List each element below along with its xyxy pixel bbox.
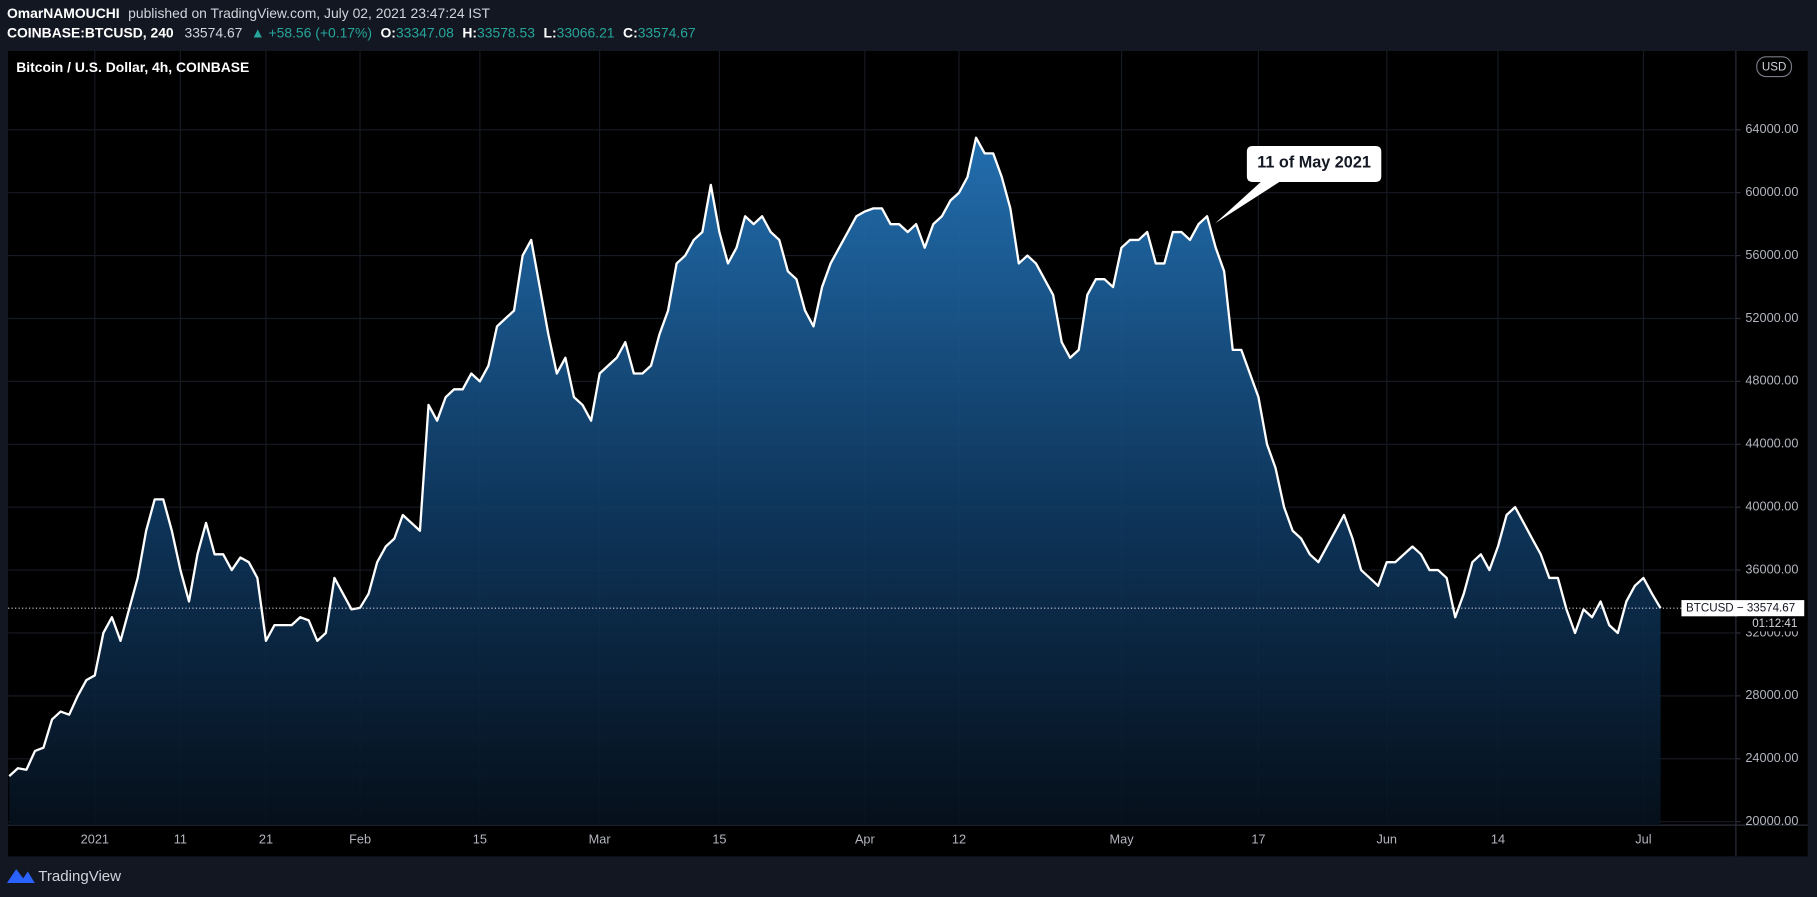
y-tick-label: 40000.00 <box>1745 499 1798 514</box>
x-tick-label: Apr <box>855 832 876 847</box>
y-tick-label: 44000.00 <box>1745 436 1798 451</box>
x-tick-label: 11 <box>174 832 187 847</box>
x-tick-label: 17 <box>1251 832 1265 847</box>
author: OmarNAMOUCHI <box>7 5 120 21</box>
currency: USD <box>1762 61 1786 73</box>
y-tick-label: 60000.00 <box>1745 184 1798 199</box>
y-tick-label: 64000.00 <box>1745 121 1798 136</box>
price-label: BTCUSD − 33574.67 <box>1686 602 1795 614</box>
x-tick-label: Jul <box>1635 832 1651 847</box>
countdown-box <box>1738 616 1805 632</box>
high: 33578.53 <box>477 24 535 40</box>
x-tick-label: 12 <box>952 832 966 847</box>
x-tick-label: May <box>1110 832 1135 847</box>
area <box>9 137 1661 826</box>
header-line-2: COINBASE:BTCUSD, 240 33574.67 ▲ +58.56 (… <box>7 24 696 40</box>
open-label: O: <box>381 24 396 40</box>
annotation: 11 of May 2021 <box>1257 154 1371 172</box>
low: 33066.21 <box>557 24 615 40</box>
line <box>8 136 1662 777</box>
close: 33574.67 <box>638 24 696 40</box>
open: 33347.08 <box>396 24 454 40</box>
header-line-1: OmarNAMOUCHI published on TradingView.co… <box>7 5 491 21</box>
x-tick-label: Mar <box>589 832 612 847</box>
y-tick-label: 52000.00 <box>1745 310 1798 325</box>
close-label: C: <box>623 24 638 40</box>
x-tick-label: 15 <box>473 832 487 847</box>
high-label: H: <box>462 24 477 40</box>
countdown: 01:12:41 <box>1752 618 1797 630</box>
y-tick-label: 36000.00 <box>1745 561 1798 576</box>
y-tick-label: 20000.00 <box>1745 813 1798 828</box>
footer <box>0 857 1817 897</box>
x-tick-label: 21 <box>259 832 273 847</box>
change: ▲ +58.56 (+0.17%) <box>251 24 372 40</box>
last-price: 33574.67 <box>184 24 242 40</box>
series <box>8 136 1662 826</box>
annotation-callout <box>1215 146 1382 224</box>
currency-badge[interactable] <box>1756 56 1793 78</box>
y-tick-label: 28000.00 <box>1745 687 1798 702</box>
y-tick-label: 24000.00 <box>1745 750 1798 765</box>
x-tick-label: 2021 <box>81 832 109 847</box>
symbol: COINBASE:BTCUSD, 240 <box>7 24 174 40</box>
x-tick-label: 14 <box>1491 832 1505 847</box>
chart-title: Bitcoin / U.S. Dollar, 4h, COINBASE <box>16 59 249 75</box>
price-label-box <box>1681 600 1805 617</box>
y-tick-label: 48000.00 <box>1745 373 1798 388</box>
x-axis-band <box>8 825 1736 857</box>
x-tick-label: 15 <box>712 832 726 847</box>
brand: TradingView <box>38 868 121 885</box>
x-tick-label: Feb <box>349 832 371 847</box>
low-label: L: <box>543 24 556 40</box>
x-tick-label: Jun <box>1376 832 1397 847</box>
y-tick-label: 56000.00 <box>1745 247 1798 262</box>
logo-icon <box>6 869 35 884</box>
tradingview-logo[interactable]: TradingView <box>6 868 121 885</box>
published: published on TradingView.com, July 02, 2… <box>128 5 490 21</box>
y-axis-band <box>1735 51 1808 857</box>
